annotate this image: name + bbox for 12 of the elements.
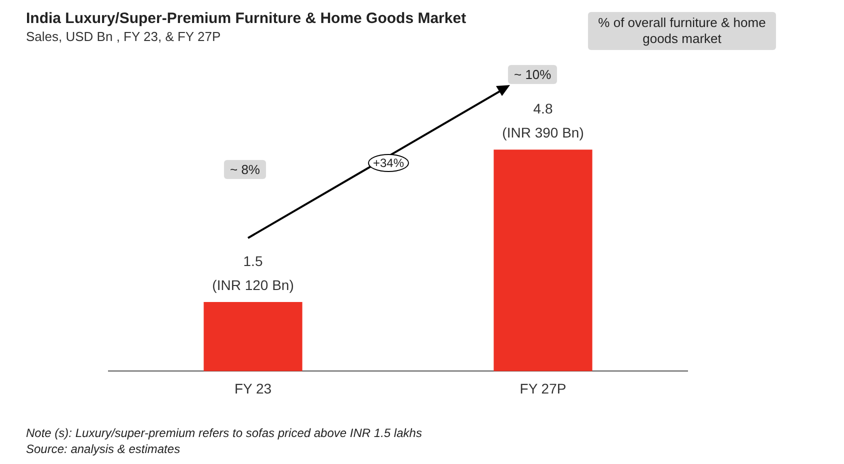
data-label: 4.8 (INR 390 Bn) <box>502 100 584 141</box>
x-tick-label: FY 23 <box>234 380 272 396</box>
chart-title: India Luxury/Super-Premium Furniture & Home Goods Market <box>26 10 466 27</box>
source-note: Source: analysis & estimates <box>26 442 180 456</box>
text: % of overall furniture & home goods market <box>588 12 776 50</box>
text: ~ 10% <box>508 65 558 84</box>
annotation: ~ 8% <box>224 160 266 179</box>
annotation: +34% <box>368 154 410 172</box>
chart-subtitle: Sales, USD Bn , FY 23, & FY 27P <box>26 29 221 44</box>
text: Note (s): Luxury/super-premium refers to sofas priced above INR 1.5 lakhs <box>26 426 422 440</box>
x-tick-label: FY 27P <box>520 380 566 396</box>
data-label: 1.5 (INR 120 Bn) <box>212 252 294 293</box>
